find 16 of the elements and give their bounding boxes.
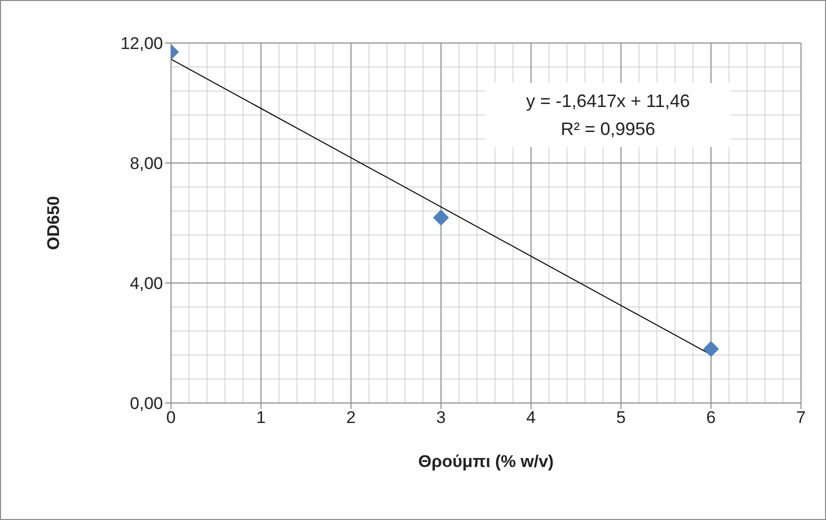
- x-tick-label: 6: [706, 408, 716, 428]
- x-tick-label: 2: [346, 408, 356, 428]
- x-tick-label: 1: [256, 408, 266, 428]
- y-tick-label: 12,00: [120, 34, 163, 54]
- annotation: R² = 0,9956: [560, 118, 656, 141]
- x-tick-label: 5: [616, 408, 626, 428]
- x-tick-label: 0: [166, 408, 176, 428]
- x-tick-label: 4: [526, 408, 536, 428]
- y-axis-title: OD650: [44, 196, 64, 250]
- x-tick-label: 7: [796, 408, 806, 428]
- x-axis-title: Θρούμπι (% w/v): [418, 452, 554, 471]
- annotation: y = -1,6417x + 11,46: [525, 90, 691, 113]
- x-tick-label: 3: [436, 408, 446, 428]
- y-tick-label: 4,00: [130, 274, 163, 294]
- y-tick-label: 8,00: [130, 154, 163, 174]
- y-tick-label: 0,00: [130, 394, 163, 414]
